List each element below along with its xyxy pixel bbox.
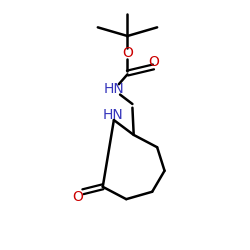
Text: O: O	[122, 46, 133, 60]
Text: HN: HN	[102, 108, 123, 122]
Text: HN: HN	[104, 82, 124, 96]
Text: O: O	[148, 55, 159, 69]
Text: O: O	[72, 190, 84, 204]
